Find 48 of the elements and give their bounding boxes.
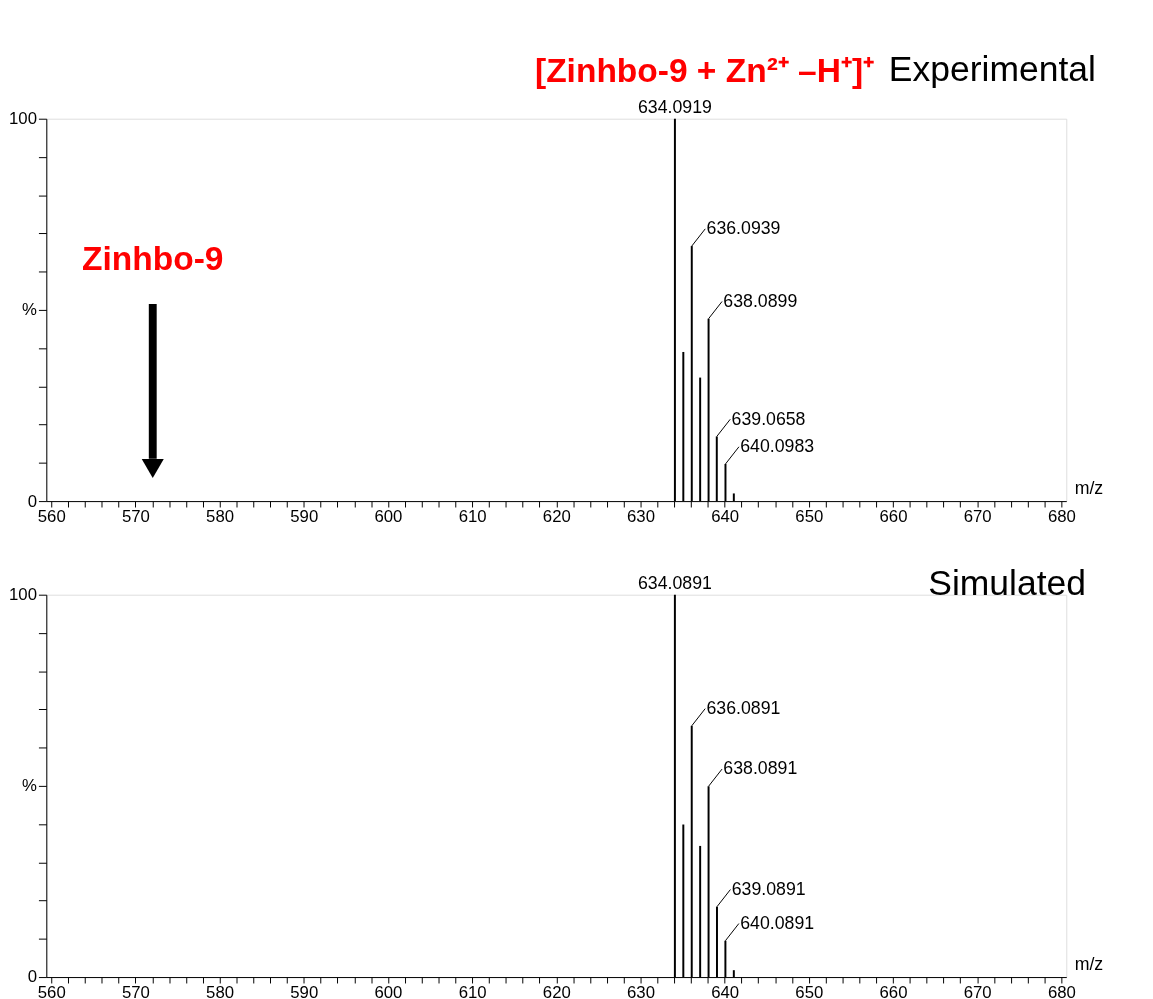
x-tick-label: 660 xyxy=(879,983,908,999)
x-tick-label: 560 xyxy=(37,507,66,527)
x-tick-label: 680 xyxy=(1047,983,1076,999)
annotation: Zinhbo-9 xyxy=(82,239,224,277)
x-tick-label: 620 xyxy=(542,983,571,999)
chart-title: Simulated xyxy=(928,562,1086,603)
annotation: 640.0891 xyxy=(740,912,815,933)
annotation: 640.0983 xyxy=(740,436,815,457)
x-tick-label: 630 xyxy=(626,507,655,527)
annotation: 638.0899 xyxy=(723,290,798,311)
y-tick-label: 100 xyxy=(9,109,37,129)
x-tick-label: 590 xyxy=(290,983,319,999)
annotation: 636.0891 xyxy=(706,698,781,719)
x-axis-title: m/z xyxy=(1074,953,1104,974)
chart-title: [Zinhbo-9 + Zn²⁺ –H⁺]⁺ xyxy=(534,52,875,90)
x-tick-label: 660 xyxy=(879,507,908,527)
x-tick-label: 650 xyxy=(795,507,824,527)
x-axis-title: m/z xyxy=(1074,477,1104,498)
x-tick-label: 670 xyxy=(963,507,992,527)
annotation: 634.0891 xyxy=(637,572,712,593)
y-tick-label: 0 xyxy=(27,967,37,987)
chart-subtitle: Experimental xyxy=(888,49,1096,90)
x-tick-label: 580 xyxy=(206,983,235,999)
annotation: 636.0939 xyxy=(706,218,781,239)
y-tick-label: % xyxy=(22,776,38,796)
x-tick-label: 670 xyxy=(963,983,992,999)
annotation: 634.0919 xyxy=(637,96,713,117)
x-tick-label: 680 xyxy=(1047,507,1076,527)
x-tick-label: 580 xyxy=(206,507,235,527)
x-tick-label: 630 xyxy=(626,983,655,999)
y-tick-label: 100 xyxy=(9,585,37,605)
annotation: 639.0891 xyxy=(731,878,806,899)
x-tick-label: 600 xyxy=(374,983,403,999)
x-tick-label: 650 xyxy=(795,983,824,999)
x-tick-label: 560 xyxy=(37,983,66,999)
x-tick-label: 600 xyxy=(374,507,403,527)
x-tick-label: 640 xyxy=(711,507,740,527)
x-tick-label: 640 xyxy=(711,983,740,999)
y-tick-label: 0 xyxy=(27,491,37,511)
x-tick-label: 570 xyxy=(121,983,150,999)
y-tick-label: % xyxy=(22,300,38,320)
annotation: 638.0891 xyxy=(723,758,798,779)
x-tick-label: 620 xyxy=(542,507,571,527)
x-tick-label: 610 xyxy=(458,983,487,999)
annotation: 639.0658 xyxy=(731,408,806,429)
x-tick-label: 570 xyxy=(121,507,150,527)
x-tick-label: 610 xyxy=(458,507,487,527)
x-tick-label: 590 xyxy=(290,507,319,527)
